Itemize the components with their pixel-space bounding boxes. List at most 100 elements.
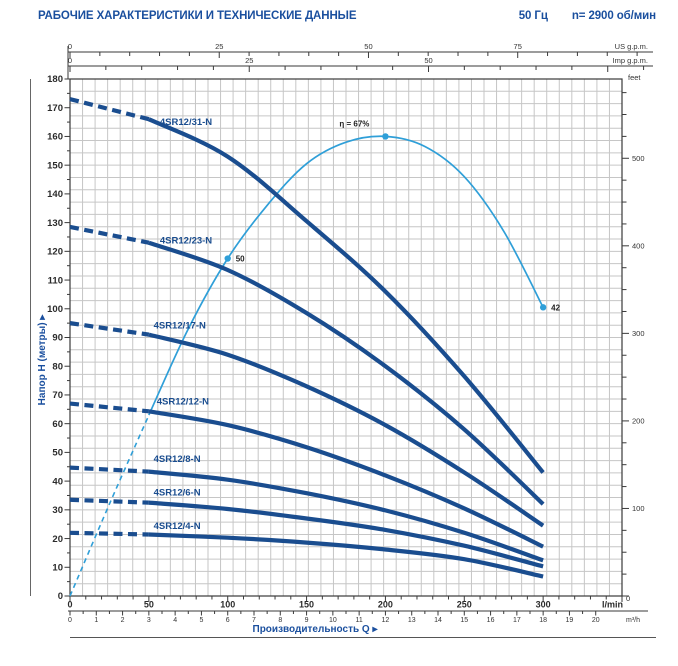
svg-text:15: 15 [460, 617, 468, 624]
svg-text:200: 200 [378, 600, 393, 610]
svg-text:50: 50 [52, 448, 63, 459]
curve-4SR12/12-N [148, 409, 545, 549]
svg-text:0: 0 [58, 591, 63, 602]
svg-text:0: 0 [68, 617, 72, 624]
curve-dashed-4SR12/8-N [69, 465, 149, 474]
x-axis-imp-gpm: 0 25 50 Imp g.p.m. [67, 46, 653, 79]
svg-text:120: 120 [47, 247, 63, 258]
svg-text:150: 150 [47, 160, 63, 171]
svg-text:160: 160 [47, 132, 63, 143]
svg-text:6: 6 [226, 617, 230, 624]
curve-dashed-4SR12/23-N [69, 224, 150, 245]
x-axis-us-gpm: 0 25 50 75 US g.p.m. [67, 42, 653, 79]
pump-curves: 4SR12/31-N 4SR12/23-N 4SR12/17-N 4SR12/12-N… [69, 97, 545, 579]
svg-text:16: 16 [487, 617, 495, 624]
svg-text:13: 13 [408, 617, 416, 624]
svg-text:Напор H (метры) ▸: Напор H (метры) ▸ [37, 314, 48, 406]
svg-text:110: 110 [48, 275, 63, 286]
svg-text:Производительность Q ▸: Производительность Q ▸ [253, 624, 379, 635]
curve-label-4SR12/8-N: 4SR12/8-N [154, 454, 201, 465]
curve-4SR12/23-N [148, 240, 545, 506]
svg-text:400: 400 [632, 241, 645, 250]
svg-text:170: 170 [47, 103, 63, 114]
efficiency-marker [224, 255, 231, 262]
svg-text:9: 9 [305, 617, 309, 624]
frequency-value: 50 Гц [518, 10, 548, 22]
svg-text:90: 90 [52, 333, 63, 344]
curve-label-4SR12/6-N: 4SR12/6-N [154, 487, 201, 498]
efficiency-curve-solid [148, 135, 544, 416]
curve-label-4SR12/23-N: 4SR12/23-N [160, 235, 212, 246]
svg-text:8: 8 [278, 617, 282, 624]
svg-text:10: 10 [52, 562, 63, 573]
svg-text:60: 60 [52, 419, 63, 430]
svg-text:7: 7 [252, 617, 256, 624]
y-axis-meters: 0 10 20 30 40 50 60 70 80 90 100 110 120 130 140 150 160… [37, 74, 70, 602]
efficiency-marker [382, 133, 389, 140]
svg-text:30: 30 [52, 505, 63, 516]
efficiency-marker-label: 42 [551, 303, 560, 312]
curve-dashed-4SR12/17-N [69, 321, 150, 337]
svg-text:300: 300 [632, 329, 645, 338]
svg-text:14: 14 [434, 617, 442, 624]
svg-text:4: 4 [173, 617, 177, 624]
curve-4SR12/6-N [148, 500, 544, 569]
svg-text:25: 25 [215, 42, 223, 51]
svg-text:50: 50 [144, 600, 154, 610]
header-conditions: 50 Гц n= 2900 об/мин [519, 10, 656, 22]
svg-text:10: 10 [329, 617, 337, 624]
svg-text:140: 140 [47, 189, 63, 200]
curve-4SR12/17-N [148, 332, 545, 528]
svg-text:100: 100 [220, 600, 235, 610]
efficiency-marker-label: η = 67% [339, 119, 369, 128]
curve-4SR12/4-N [148, 532, 544, 579]
curve-4SR12/31-N [147, 117, 545, 474]
curve-dashed-4SR12/4-N [69, 530, 149, 537]
efficiency-marker-label: 50 [236, 255, 245, 264]
svg-text:l/min: l/min [602, 600, 623, 610]
svg-text:80: 80 [52, 361, 63, 372]
curve-dashed-4SR12/12-N [69, 401, 150, 414]
efficiency-curve: 50 η = 67% 42 [69, 119, 561, 597]
svg-text:50: 50 [364, 42, 372, 51]
page-header: РАБОЧИЕ ХАРАКТЕРИСТИКИ И ТЕХНИЧЕСКИЕ ДАН… [38, 10, 656, 22]
svg-text:1: 1 [94, 617, 98, 624]
svg-text:20: 20 [52, 534, 63, 545]
svg-text:3: 3 [147, 617, 151, 624]
curve-4SR12/8-N [148, 469, 544, 563]
svg-text:0: 0 [68, 56, 72, 65]
page-title: РАБОЧИЕ ХАРАКТЕРИСТИКИ И ТЕХНИЧЕСКИЕ ДАН… [38, 10, 357, 22]
svg-text:19: 19 [566, 617, 574, 624]
svg-text:500: 500 [632, 154, 645, 163]
y-axis-feet: 0 100 200 300 400 500 feet [622, 73, 645, 603]
curve-label-4SR12/31-N: 4SR12/31-N [160, 117, 212, 128]
curve-label-4SR12/17-N: 4SR12/17-N [154, 320, 206, 331]
curve-label-4SR12/12-N: 4SR12/12-N [157, 397, 209, 408]
svg-text:130: 130 [47, 218, 63, 229]
svg-text:17: 17 [513, 617, 521, 624]
svg-text:200: 200 [632, 417, 645, 426]
svg-text:75: 75 [514, 42, 522, 51]
svg-text:150: 150 [299, 600, 314, 610]
efficiency-curve-dashed [69, 414, 150, 597]
svg-text:250: 250 [457, 600, 472, 610]
svg-text:US g.p.m.: US g.p.m. [615, 42, 648, 51]
svg-text:18: 18 [539, 617, 547, 624]
svg-text:100: 100 [632, 504, 645, 513]
svg-text:180: 180 [47, 74, 63, 85]
svg-text:300: 300 [536, 600, 551, 610]
svg-text:2: 2 [121, 617, 125, 624]
svg-text:11: 11 [356, 617, 363, 624]
svg-text:25: 25 [245, 56, 253, 65]
svg-text:m³/h: m³/h [626, 617, 640, 624]
plot-frame [30, 78, 656, 638]
svg-text:0: 0 [68, 42, 72, 51]
svg-text:feet: feet [628, 73, 641, 82]
speed-value: n= 2900 об/мин [571, 10, 656, 22]
svg-text:40: 40 [52, 476, 63, 487]
svg-text:12: 12 [382, 617, 390, 624]
svg-text:100: 100 [47, 304, 63, 315]
svg-text:70: 70 [52, 390, 63, 401]
